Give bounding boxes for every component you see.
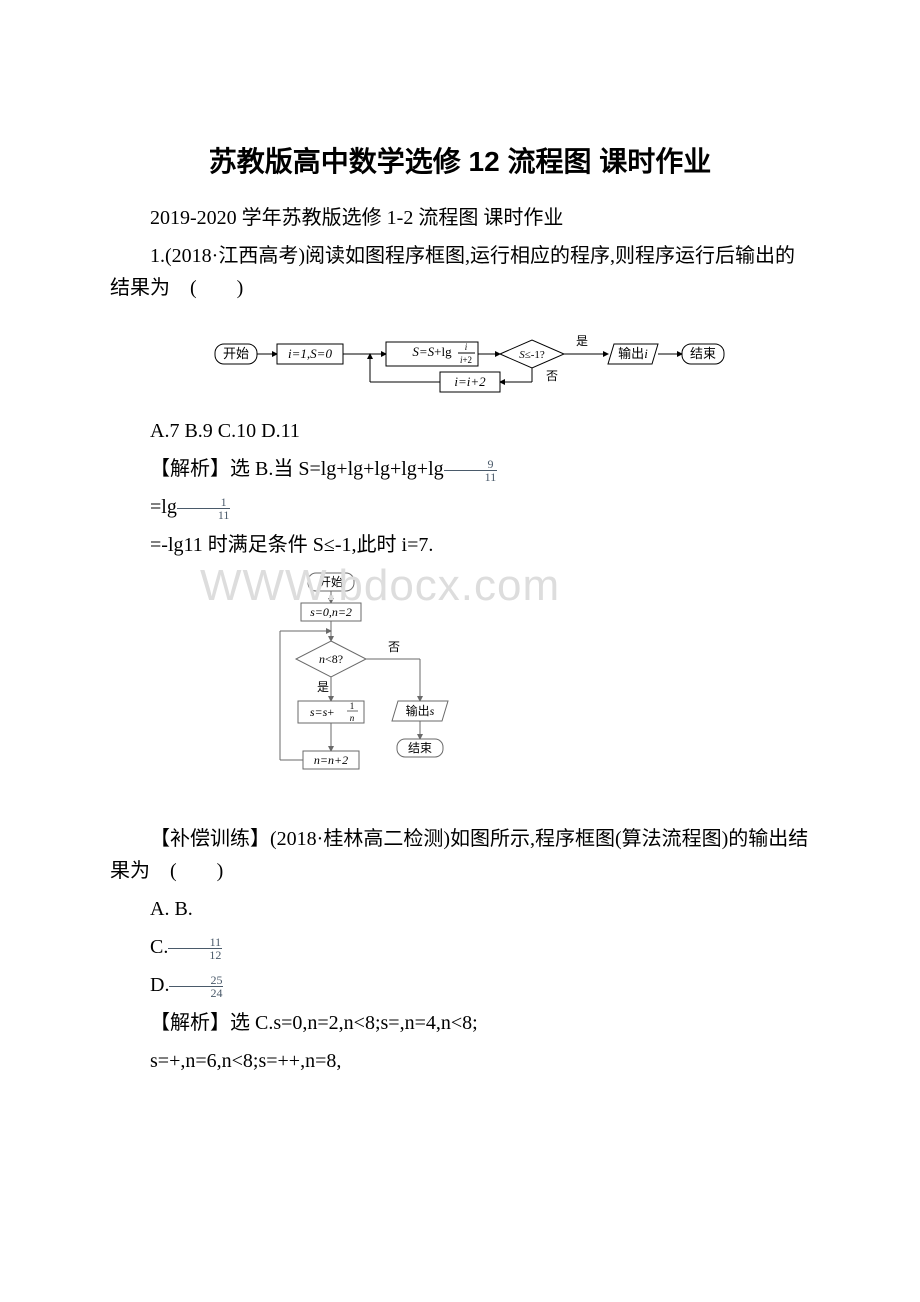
svg-text:i=i+2: i=i+2: [454, 374, 486, 389]
q2-stem: 【补偿训练】(2018·桂林高二检测)如图所示,程序框图(算法流程图)的输出结果…: [110, 823, 810, 887]
q1-solution-1: 【解析】选 B.当 S=lg+lg+lg+lg+lg911: [110, 453, 810, 485]
flowchart-q1: 开始 i=1,S=0 S=S+lg i i+2 S≤-1? 是 输出i 结束: [210, 322, 770, 402]
q2-opt-d: D.2524: [110, 969, 810, 1001]
q1-stem: 1.(2018·江西高考)阅读如图程序框图,运行相应的程序,则程序运行后输出的结…: [110, 240, 810, 304]
q2-opt-c: C.1112: [110, 931, 810, 963]
frac-1-11: 111: [177, 496, 231, 521]
q1-solution-3: =-lg11 时满足条件 S≤-1,此时 i=7.: [110, 529, 810, 561]
svg-text:s=s+: s=s+: [310, 705, 334, 719]
q2-optc-prefix: C.: [150, 936, 168, 958]
page-title: 苏教版高中数学选修 12 流程图 课时作业: [110, 140, 810, 180]
svg-text:S≤-1?: S≤-1?: [519, 349, 545, 361]
q1-sol2-text: =lg: [150, 496, 177, 518]
svg-text:输出i: 输出i: [618, 346, 648, 361]
svg-text:结束: 结束: [408, 741, 432, 755]
svg-text:i=1,S=0: i=1,S=0: [288, 346, 332, 361]
svg-text:i+2: i+2: [460, 355, 472, 365]
svg-text:是: 是: [317, 680, 329, 694]
svg-text:n: n: [350, 713, 355, 723]
svg-text:输出s: 输出s: [406, 703, 435, 718]
svg-text:开始: 开始: [223, 346, 249, 361]
svg-text:1: 1: [350, 701, 355, 711]
q1-solution-2: =lg111: [110, 491, 810, 523]
frac-11-12: 1112: [168, 936, 222, 961]
q1-sol1-text: 【解析】选 B.当 S=lg+lg+lg+lg+lg: [150, 458, 444, 480]
frac-9-11: 911: [444, 458, 498, 483]
svg-text:是: 是: [576, 334, 588, 348]
svg-text:n=n+2: n=n+2: [314, 753, 348, 767]
svg-text:结束: 结束: [690, 346, 716, 361]
svg-text:否: 否: [388, 640, 400, 654]
subtitle: 2019-2020 学年苏教版选修 1-2 流程图 课时作业: [110, 202, 810, 234]
q2-opt-ab: A. B.: [110, 893, 810, 925]
svg-text:否: 否: [546, 369, 558, 383]
q2-optd-prefix: D.: [150, 974, 169, 996]
frac-25-24: 2524: [169, 974, 223, 999]
q1-options: A.7 B.9 C.10 D.11: [110, 420, 810, 443]
q2-solution-2: s=+,n=6,n<8;s=++,n=8,: [110, 1045, 810, 1077]
q2-solution-1: 【解析】选 C.s=0,n=2,n<8;s=,n=4,n<8;: [110, 1007, 810, 1039]
watermark: WWW.bdocx.com: [200, 561, 560, 611]
svg-text:S=S+lg: S=S+lg: [412, 344, 452, 359]
svg-text:n<8?: n<8?: [319, 652, 343, 666]
